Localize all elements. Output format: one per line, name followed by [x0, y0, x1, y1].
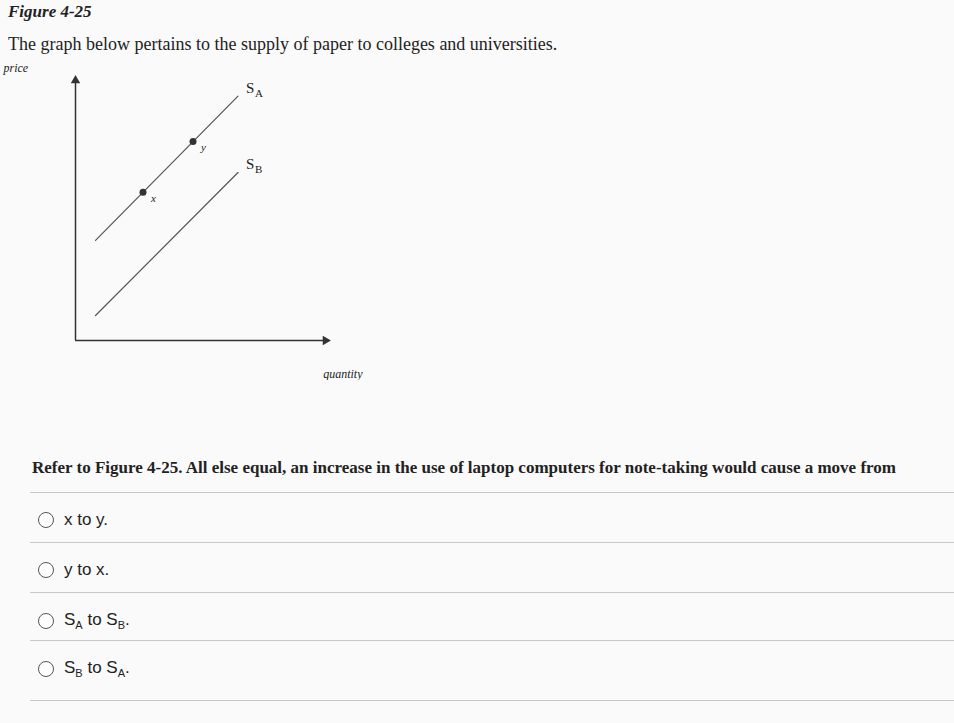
html-text:SBto SA.: SBto SA. [64, 658, 130, 680]
svg-text:A: A [255, 87, 263, 99]
svg-text:B: B [255, 163, 262, 175]
svg-text:y: y [200, 141, 206, 153]
html-text:y to x.: y to x. [64, 560, 110, 579]
svg-text:S: S [246, 156, 254, 172]
svg-text:S: S [246, 80, 254, 96]
html-text:The graph below pertains to th: The graph below pertains to the supply o… [8, 34, 558, 54]
html-text:SAto SB.: SAto SB. [64, 610, 130, 632]
html-text:Figure 4-25: Figure 4-25 [8, 2, 92, 21]
html-text:Refer to Figure 4-25. All else: Refer to Figure 4-25. All else equal, an… [32, 458, 896, 477]
html-text:x to y.: x to y. [64, 510, 109, 529]
svg-text:price: price [3, 61, 29, 75]
svg-text:quantity: quantity [323, 367, 363, 381]
svg-text:x: x [150, 192, 156, 204]
